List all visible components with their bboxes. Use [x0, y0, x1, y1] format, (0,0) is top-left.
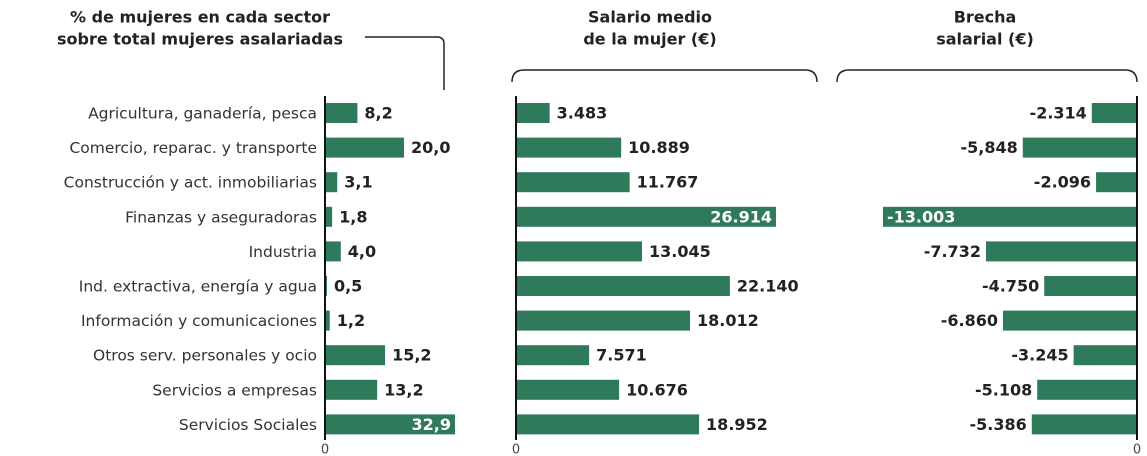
value-label: 3.483 — [557, 104, 608, 123]
value-label: 26.914 — [710, 207, 772, 226]
value-label: -4.750 — [982, 277, 1039, 296]
value-label: -3.245 — [1011, 346, 1068, 365]
bracket — [836, 69, 1138, 83]
value-label: 13,2 — [384, 380, 423, 399]
value-label: 10.889 — [628, 138, 690, 157]
panel-title: de la mujer (€) — [583, 30, 716, 49]
bar — [883, 206, 1137, 227]
value-label: 20,0 — [411, 138, 450, 157]
value-label: 3,1 — [344, 173, 372, 192]
value-label: -5.108 — [975, 380, 1032, 399]
category-label: Otros serv. personales y ocio — [93, 347, 317, 365]
value-label: -2.314 — [1030, 104, 1087, 123]
bar — [325, 241, 341, 262]
value-label: 15,2 — [392, 346, 431, 365]
bar — [516, 414, 700, 435]
category-label: Industria — [249, 243, 317, 261]
value-label: -5.386 — [970, 415, 1027, 434]
bar — [516, 310, 690, 331]
value-label: 1,8 — [339, 207, 367, 226]
bar — [325, 103, 358, 123]
bar — [516, 137, 622, 158]
category-label: Finanzas y aseguradoras — [125, 208, 317, 226]
bracket — [511, 69, 818, 83]
bar — [1044, 276, 1137, 296]
bar — [325, 206, 333, 227]
bar — [516, 206, 776, 227]
x-tick-label: 0 — [321, 443, 329, 456]
value-label: -13.003 — [887, 207, 955, 226]
value-label: 32,9 — [412, 415, 451, 434]
panel-title: Brecha — [954, 8, 1017, 27]
bar — [1037, 379, 1137, 400]
value-label: -2.096 — [1034, 173, 1091, 192]
bar — [325, 379, 378, 400]
value-label: 11.767 — [637, 173, 699, 192]
value-label: 22.140 — [737, 277, 799, 296]
category-label: Información y comunicaciones — [81, 312, 317, 330]
bar — [325, 345, 386, 366]
category-label: Comercio, reparac. y transporte — [69, 139, 317, 157]
bar — [516, 241, 643, 262]
x-tick-label: 0 — [1133, 443, 1141, 456]
category-label: Servicios Sociales — [179, 416, 317, 434]
value-label: 4,0 — [348, 242, 376, 261]
bar — [325, 137, 405, 158]
bar — [325, 310, 330, 331]
value-label: 10.676 — [626, 380, 688, 399]
value-label: 18.012 — [697, 311, 759, 330]
title-connector — [365, 36, 445, 90]
bar — [325, 414, 456, 435]
value-label: -6.860 — [941, 311, 998, 330]
bar — [1073, 345, 1137, 366]
bar — [516, 379, 620, 400]
value-label: 0,5 — [334, 277, 362, 296]
x-tick-label: 0 — [512, 443, 520, 456]
bar — [516, 345, 590, 366]
bar — [985, 241, 1137, 262]
category-label: Agricultura, ganadería, pesca — [88, 105, 317, 123]
bar — [516, 276, 730, 296]
panel-title: sobre total mujeres asalariadas — [57, 30, 343, 49]
bar — [1003, 310, 1137, 331]
category-label: Servicios a empresas — [152, 381, 317, 399]
panel-title: salarial (€) — [936, 30, 1034, 49]
bar — [325, 172, 338, 193]
bar — [1096, 172, 1137, 193]
bar — [516, 172, 630, 193]
bar — [1031, 414, 1137, 435]
category-label: Ind. extractiva, energía y agua — [79, 278, 317, 296]
bar — [1022, 137, 1137, 158]
panel-title: Salario medio — [588, 8, 712, 27]
bar — [516, 103, 550, 123]
value-label: 18.952 — [706, 415, 768, 434]
value-label: 13.045 — [649, 242, 711, 261]
value-label: 7.571 — [596, 346, 647, 365]
value-label: -5,848 — [961, 138, 1018, 157]
panel-title: % de mujeres en cada sector — [70, 8, 330, 27]
bar — [1091, 103, 1137, 123]
value-label: 1,2 — [337, 311, 365, 330]
value-label: 8,2 — [364, 104, 392, 123]
category-label: Construcción y act. inmobiliarias — [64, 174, 317, 192]
value-label: -7.732 — [924, 242, 981, 261]
